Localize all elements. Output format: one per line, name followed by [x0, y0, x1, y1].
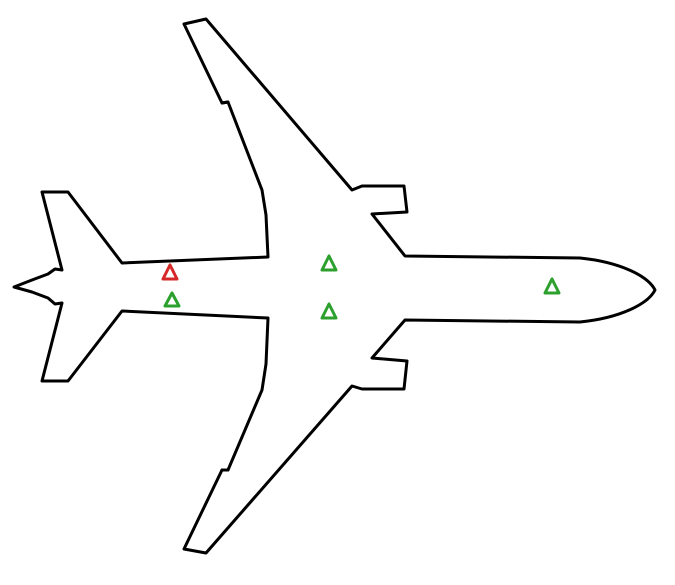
- marker-wing-upper: [320, 254, 338, 272]
- upper-wing-notch: [220, 100, 230, 105]
- marker-nose: [543, 277, 561, 295]
- marker-rear-upper: [161, 263, 179, 281]
- aircraft-outline: [12, 17, 657, 555]
- marker-wing-lower: [320, 302, 338, 320]
- markers-layer: [161, 254, 561, 320]
- marker-rear-lower: [163, 291, 181, 308]
